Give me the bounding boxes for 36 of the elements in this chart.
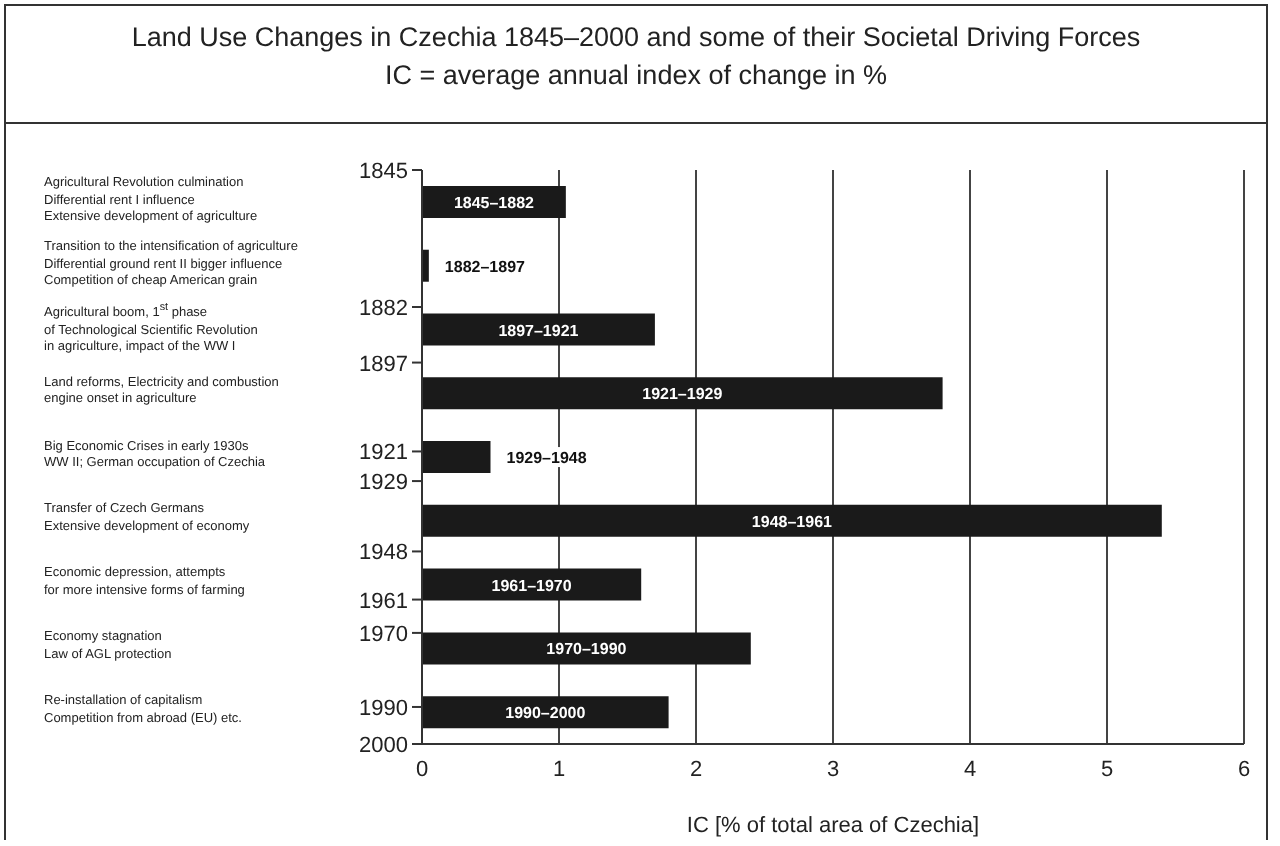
y-tick-label: 1961–1970 xyxy=(491,576,573,595)
y-tick-label: 1845–1882 xyxy=(453,193,536,212)
x-tick-label: 6 xyxy=(1237,757,1251,782)
x-axis-title: IC [% of total area of Czechia] xyxy=(686,814,980,838)
y2-tick-label: 1970 xyxy=(359,622,408,647)
y2-tick-label: 1921 xyxy=(359,441,408,466)
y2-tick-label: 2000 xyxy=(359,734,408,758)
chart-title: Land Use Changes in Czechia 1845–2000 and some of their Societal Driving Forces xyxy=(129,22,1143,52)
bar xyxy=(422,504,1162,537)
y-tick-label: 1948–1961 xyxy=(751,512,834,531)
y-tick-label: 1921–1929 xyxy=(642,385,724,404)
y2-tick-label: 1845 xyxy=(359,160,408,184)
y2-tick-label: 1990 xyxy=(359,696,408,721)
y2-tick-label: 1961 xyxy=(359,589,408,614)
x-tick-label: 0 xyxy=(415,757,429,782)
bar xyxy=(422,632,751,665)
y-tick-label: 1990–2000 xyxy=(505,704,587,723)
bar xyxy=(422,696,669,729)
y-tick-label: 1897–1921 xyxy=(498,321,580,340)
bar xyxy=(422,441,491,474)
x-tick-label: 2 xyxy=(689,757,703,782)
chart-subtitle: IC = average annual index of change in % xyxy=(382,60,890,90)
y2-tick-label: 1897 xyxy=(359,352,408,377)
y-tick-label: 1970–1990 xyxy=(546,640,628,659)
y2-tick-label: 1882 xyxy=(359,297,408,322)
x-tick-label: 5 xyxy=(1100,757,1114,782)
bar xyxy=(422,568,642,601)
y2-tick-label: 1948 xyxy=(359,541,408,566)
y2-tick-label: 1929 xyxy=(359,471,408,496)
y-tick-label: 1929–1948 xyxy=(506,449,588,468)
bar xyxy=(422,313,655,346)
bar xyxy=(422,377,943,410)
y-tick-label: 1882–1897 xyxy=(444,257,527,276)
x-tick-label: 1 xyxy=(552,757,566,782)
x-tick-label: 3 xyxy=(826,757,840,782)
x-tick-label: 4 xyxy=(963,757,977,782)
